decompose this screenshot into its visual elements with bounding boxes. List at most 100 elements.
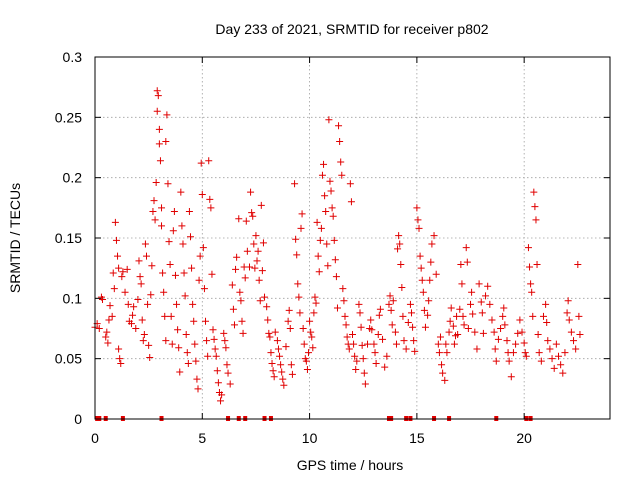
data-point: [208, 270, 216, 278]
data-point: [372, 359, 380, 367]
data-point: [336, 137, 344, 145]
data-point: [471, 328, 479, 336]
data-point: [311, 293, 319, 301]
data-point: [182, 331, 190, 339]
data-point: [349, 331, 356, 339]
data-point: [258, 267, 266, 275]
data-point: [102, 333, 110, 341]
data-point: [512, 340, 520, 348]
data-point: [425, 297, 433, 305]
data-point: [360, 369, 368, 377]
data-point: [520, 339, 528, 347]
data-point: [297, 224, 305, 232]
data-point: [236, 288, 244, 296]
data-point: [189, 300, 197, 308]
data-point: [192, 357, 200, 365]
data-point: [338, 171, 346, 179]
data-point: [300, 340, 308, 348]
data-point: [443, 349, 451, 357]
data-point: [375, 311, 383, 319]
data-point: [152, 178, 160, 186]
data-point: [186, 233, 194, 241]
data-point: [345, 345, 353, 353]
data-point: [228, 281, 236, 289]
data-point: [95, 325, 103, 332]
data-point: [421, 323, 429, 331]
data-point: [503, 337, 511, 345]
data-point: [430, 232, 438, 240]
data-point: [454, 331, 462, 339]
data-point: [298, 210, 306, 218]
data-point: [151, 216, 159, 224]
data-point: [139, 337, 147, 345]
data-point: [497, 325, 505, 332]
data-point: [317, 224, 325, 232]
data-point: [137, 280, 145, 288]
data-point: [184, 359, 192, 367]
data-point: [386, 292, 394, 300]
data-point: [499, 312, 507, 320]
data-point: [124, 300, 132, 308]
data-point: [221, 337, 229, 345]
data-point: [226, 380, 234, 388]
data-point: [341, 312, 349, 320]
data-point: [250, 240, 258, 248]
data-point: [535, 349, 543, 357]
data-point: [259, 239, 267, 247]
data-point: [450, 340, 458, 348]
y-tick-labels: 0 0.05 0.1 0.15 0.2 0.25 0.3: [55, 49, 82, 427]
data-point: [185, 207, 193, 215]
data-point: [293, 251, 301, 259]
data-point: [203, 337, 211, 345]
data-point: [417, 264, 425, 272]
data-point: [524, 244, 532, 252]
data-point: [147, 291, 155, 299]
data-point: [353, 357, 361, 365]
data-point: [233, 253, 241, 261]
data-point: [308, 333, 316, 341]
data-point: [434, 340, 442, 348]
data-point: [399, 312, 407, 320]
x-tick-label: 15: [409, 430, 425, 446]
data-point: [169, 227, 177, 235]
data-point: [441, 376, 449, 384]
data-point: [140, 331, 148, 339]
data-point: [463, 258, 471, 266]
data-point: [561, 349, 569, 357]
data-point: [252, 232, 260, 240]
data-point: [270, 373, 278, 381]
data-point: [339, 285, 347, 293]
x-tick-label: 20: [516, 430, 532, 446]
data-point: [176, 368, 184, 376]
data-point: [501, 321, 509, 329]
data-point: [376, 305, 384, 313]
data-point: [467, 300, 475, 308]
data-point: [136, 273, 144, 281]
x-tick-label: 0: [91, 430, 99, 446]
data-point: [509, 349, 517, 357]
data-points: [91, 87, 584, 405]
data-point: [327, 187, 335, 195]
data-point: [318, 171, 326, 179]
data-point: [527, 280, 535, 288]
data-point: [175, 344, 183, 352]
data-point: [442, 340, 450, 348]
data-point: [264, 316, 272, 324]
data-point: [110, 285, 118, 293]
data-point: [570, 337, 578, 345]
data-point: [153, 87, 161, 95]
data-point: [492, 357, 500, 365]
data-point: [439, 369, 447, 377]
data-point: [220, 329, 228, 337]
data-point: [276, 352, 284, 360]
data-point: [224, 369, 232, 377]
data-point: [235, 215, 243, 223]
data-point: [320, 160, 328, 168]
data-point: [555, 352, 562, 360]
chart-title: Day 233 of 2021, SRMTID for receiver p80…: [215, 21, 488, 37]
data-point: [542, 300, 550, 308]
data-point: [411, 347, 419, 355]
data-point: [367, 316, 375, 324]
data-point: [381, 363, 389, 371]
data-point: [370, 340, 378, 348]
